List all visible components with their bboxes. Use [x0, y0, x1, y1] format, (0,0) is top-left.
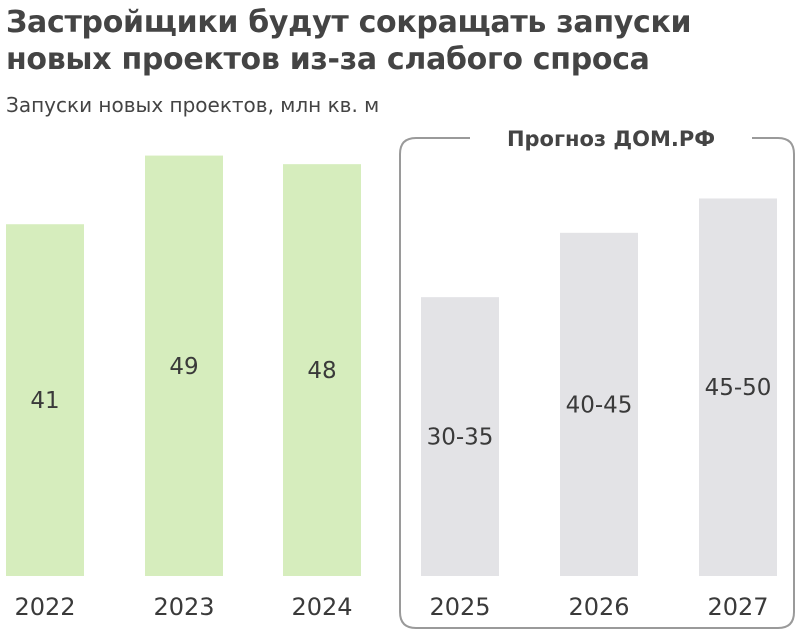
value-label-2025: 30-35	[427, 425, 494, 451]
bar-2024	[283, 164, 361, 576]
bar-2022	[6, 224, 84, 576]
x-tick-label-2022: 2022	[14, 593, 75, 621]
chart-title: Застройщики будут сокращать запуски новы…	[6, 5, 692, 77]
x-tick-label-2023: 2023	[153, 593, 214, 621]
bar-2026	[560, 232, 638, 577]
x-tick-label-2025: 2025	[429, 593, 490, 621]
forecast-frame	[399, 137, 795, 629]
forecast-title: Прогноз ДОМ.РФ	[507, 127, 715, 151]
value-label-2022: 41	[30, 388, 59, 414]
x-tick-label-2024: 2024	[291, 593, 352, 621]
x-tick-label-2027: 2027	[707, 593, 768, 621]
forecast-frame-group: Прогноз ДОМ.РФ	[399, 127, 795, 629]
value-label-2026: 40-45	[566, 392, 633, 418]
x-tick-label-2026: 2026	[568, 593, 629, 621]
value-labels: 41 49 48 30-35 40-45 45-50	[30, 354, 771, 451]
bar-2027	[699, 198, 777, 577]
value-label-2024: 48	[307, 358, 336, 384]
value-label-2027: 45-50	[705, 375, 772, 401]
bar-2025	[421, 297, 499, 576]
value-label-2023: 49	[169, 354, 198, 380]
chart-subtitle: Запуски новых проектов, млн кв. м	[6, 93, 380, 117]
x-axis-tick-labels: 2022 2023 2024 2025 2026 2027	[14, 593, 768, 621]
bars	[6, 155, 777, 577]
bar-2023	[145, 155, 223, 576]
